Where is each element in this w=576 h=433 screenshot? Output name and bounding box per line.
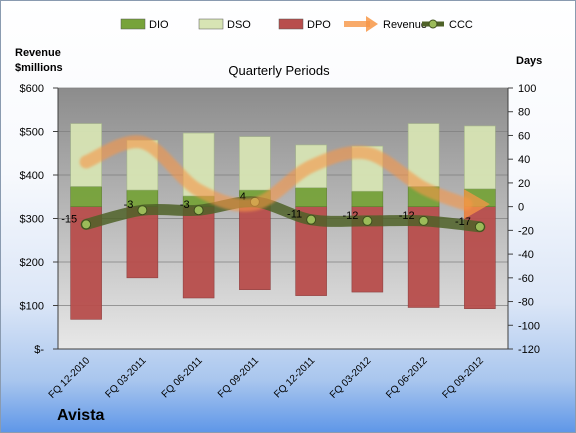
bar-dio	[351, 190, 384, 207]
legend-label: Revenue	[383, 19, 427, 31]
bar-dso	[464, 125, 496, 190]
x-tick-label: FQ 03-2011	[104, 355, 149, 400]
legend-marker	[428, 19, 438, 29]
ccc-data-label: -17	[455, 216, 471, 228]
x-tick-label: FQ 09-2012	[440, 355, 486, 401]
x-tick-label: FQ 03-2012	[328, 355, 374, 401]
ccc-data-label: -3	[180, 199, 190, 211]
x-tick-label: FQ 12-2011	[272, 355, 317, 400]
bar-dpo	[126, 206, 159, 279]
ccc-point	[137, 205, 148, 216]
ccc-data-label: -3	[124, 199, 134, 211]
left-tick-label: $600	[20, 83, 44, 95]
left-tick-label: $400	[20, 170, 44, 182]
right-tick-label: -60	[518, 273, 534, 285]
legend-label: DPO	[307, 19, 331, 31]
ccc-point	[306, 214, 317, 225]
legend-label: DIO	[149, 19, 169, 31]
ccc-point	[362, 215, 373, 226]
ccc-data-label: 4	[240, 191, 246, 203]
legend-swatch	[120, 18, 146, 30]
x-tick-label: FQ 06-2011	[160, 355, 205, 400]
right-tick-label: -20	[518, 225, 534, 237]
ccc-data-label: -15	[61, 213, 77, 225]
left-tick-label: $100	[20, 301, 44, 313]
ccc-point	[418, 215, 429, 226]
left-axis-label-line2: $millions	[15, 62, 63, 74]
right-tick-label: 100	[518, 83, 536, 95]
left-axis-label-line1: Revenue	[15, 47, 61, 59]
right-tick-label: -100	[518, 320, 540, 332]
bar-dio	[295, 187, 327, 207]
x-tick-label: FQ 09-2011	[216, 355, 261, 400]
ccc-data-label: -12	[342, 210, 358, 222]
ccc-point	[474, 221, 485, 232]
legend-swatch	[278, 18, 304, 30]
right-tick-label: 0	[518, 202, 524, 214]
ccc-data-label: -12	[399, 210, 415, 222]
legend-label: CCC	[449, 19, 473, 31]
right-axis-label: Days	[516, 55, 542, 67]
right-tick-label: 20	[518, 178, 530, 190]
ccc-point	[81, 219, 92, 230]
left-tick-label: $300	[20, 214, 44, 226]
revenue-arrowhead	[463, 189, 490, 220]
ccc-data-label: -11	[287, 209, 302, 221]
right-tick-label: -80	[518, 297, 534, 309]
legend-swatch	[198, 18, 224, 30]
right-tick-label: 80	[518, 107, 530, 119]
bar-dpo	[239, 206, 271, 290]
legend-arrowhead	[366, 16, 378, 32]
bar-dpo	[182, 206, 215, 299]
right-tick-label: 60	[518, 130, 530, 142]
ccc-point	[193, 205, 204, 216]
legend-label: DSO	[227, 19, 251, 31]
left-tick-label: $500	[20, 127, 44, 139]
bar-dso	[239, 136, 271, 191]
chart-title: Quarterly Periods	[228, 63, 330, 78]
company-name: Avista	[57, 407, 105, 424]
revenue-line	[79, 135, 473, 212]
bar-dio	[70, 186, 102, 207]
right-tick-label: 40	[518, 154, 530, 166]
right-tick-label: -120	[518, 344, 540, 356]
left-tick-label: $200	[20, 257, 44, 269]
left-tick-label: $-	[34, 344, 44, 356]
right-tick-label: -40	[518, 249, 534, 261]
x-tick-label: FQ 12-2010	[47, 355, 93, 401]
x-tick-label: FQ 06-2012	[384, 355, 430, 401]
